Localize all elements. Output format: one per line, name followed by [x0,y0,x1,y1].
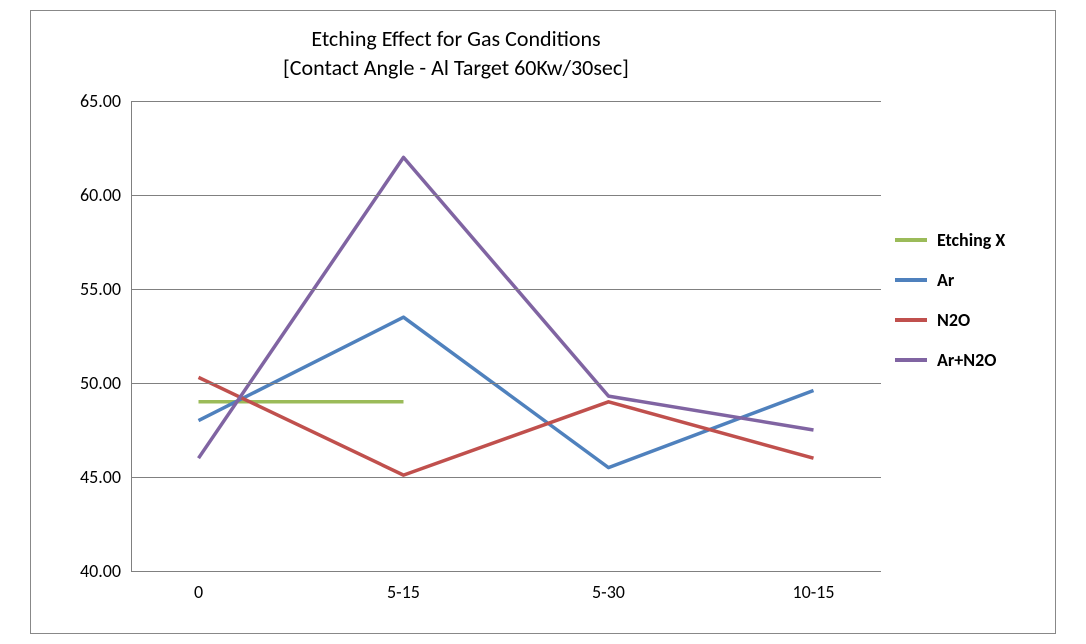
gridline-h [131,289,881,290]
legend-swatch [895,238,927,242]
chart-title-line2: [Contact Angle - Al Target 60Kw/30sec] [31,54,881,83]
series-line [199,317,814,467]
x-tick-label: 5-30 [592,571,625,603]
gridline-h [131,571,881,572]
gridline-h [131,195,881,196]
legend-item: N2O [895,309,1035,331]
y-tick-label: 55.00 [80,278,131,300]
gridline-h [131,101,881,102]
legend-swatch [895,318,927,322]
legend-label: N2O [937,309,970,331]
chart-title-line1: Etching Effect for Gas Conditions [31,25,881,54]
plot-area: 40.0045.0050.0055.0060.0065.0005-155-301… [131,101,881,571]
y-tick-label: 50.00 [80,372,131,394]
chart-container: Etching Effect for Gas Conditions [Conta… [30,10,1056,634]
legend-item: Ar [895,269,1035,291]
series-line [199,157,814,458]
legend-item: Ar+N2O [895,349,1035,371]
y-tick-label: 40.00 [80,560,131,582]
x-tick-label: 5-15 [387,571,420,603]
legend-label: Ar [937,269,954,291]
legend-label: Etching X [937,229,1005,251]
x-tick-label: 0 [194,571,203,603]
legend-swatch [895,278,927,282]
legend: Etching X Ar N2O Ar+N2O [895,211,1035,389]
y-tick-label: 65.00 [80,90,131,112]
y-tick-label: 60.00 [80,184,131,206]
chart-title-block: Etching Effect for Gas Conditions [Conta… [31,25,881,82]
x-tick-label: 10-15 [792,571,834,603]
chart-lines [131,101,881,571]
y-tick-label: 45.00 [80,466,131,488]
legend-label: Ar+N2O [937,349,996,371]
legend-swatch [895,358,927,362]
gridline-h [131,477,881,478]
gridline-h [131,383,881,384]
legend-item: Etching X [895,229,1035,251]
